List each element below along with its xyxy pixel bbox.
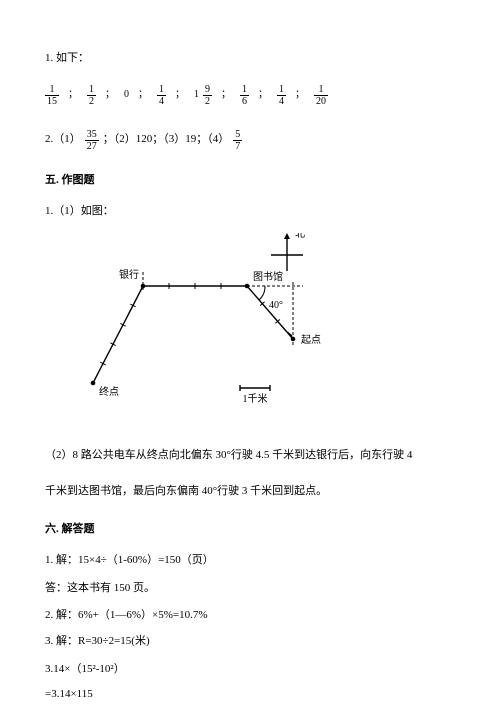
a1-line2: 答：这本书有 150 页。 bbox=[45, 580, 455, 598]
svg-text:40°: 40° bbox=[269, 300, 283, 311]
section-6-title: 六. 解答题 bbox=[45, 521, 455, 539]
svg-text:1千米: 1千米 bbox=[243, 392, 268, 405]
q2-prefix: 2.（1） bbox=[45, 131, 81, 149]
fraction-row: 115 ； 12 ； 0 ； 14 ； 1 92 ； 16 ； 14 ； 120 bbox=[45, 84, 455, 107]
q1-label: 1. 如下： bbox=[45, 50, 455, 68]
frac-1-4b: 14 bbox=[277, 84, 286, 107]
s5-q2-line-a: （2）8 路公共电车从终点向北偏东 30°行驶 4.5 千米到达银行后，向东行驶… bbox=[45, 447, 455, 465]
svg-text:起点: 起点 bbox=[301, 334, 321, 346]
frac-35-27: 3527 bbox=[85, 129, 99, 152]
sep: ； bbox=[138, 87, 148, 103]
zero: 0 bbox=[124, 87, 129, 103]
frac-1-4: 14 bbox=[157, 84, 166, 107]
q2-line: 2.（1） 3527 ；（2）120；（3）19；（4） 57 bbox=[45, 129, 455, 152]
route-svg: 北 40° 银行 图书馆起点终点 1千米 bbox=[65, 233, 345, 423]
a3-line: 3. 解：R=30÷2=15(米) bbox=[45, 633, 455, 651]
sep: ； bbox=[68, 87, 78, 103]
one: 1 bbox=[194, 87, 199, 103]
sep: ； bbox=[175, 87, 185, 103]
sep: ； bbox=[105, 87, 115, 103]
svg-text:银行: 银行 bbox=[119, 268, 139, 281]
s5-q1-label: 1.（1）如图： bbox=[45, 203, 455, 221]
frac-5-7: 57 bbox=[233, 129, 242, 152]
a2-line: 2. 解：6%+（1—6%）×5%=10.7% bbox=[45, 607, 455, 625]
frac-9-2: 92 bbox=[203, 84, 212, 107]
a1-line1: 1. 解：15×4÷（1-60%）=150（页） bbox=[45, 552, 455, 570]
a4-line1: 3.14×（15²-10²） bbox=[45, 661, 455, 679]
frac-1-20: 120 bbox=[314, 84, 328, 107]
sep: ； bbox=[221, 87, 231, 103]
route-diagram: 北 40° 银行 图书馆起点终点 1千米 bbox=[65, 233, 455, 430]
svg-text:北: 北 bbox=[295, 233, 305, 240]
svg-text:终点: 终点 bbox=[99, 385, 119, 398]
frac-1-15: 115 bbox=[45, 84, 59, 107]
svg-text:图书馆: 图书馆 bbox=[253, 270, 283, 283]
q2-rest: ；（2）120；（3）19；（4） bbox=[103, 131, 230, 149]
frac-1-2: 12 bbox=[87, 84, 96, 107]
s5-q2-line-b: 千米到达图书馆，最后向东偏南 40°行驶 3 千米回到起点。 bbox=[45, 483, 455, 501]
sep: ； bbox=[258, 87, 268, 103]
frac-1-6: 16 bbox=[240, 84, 249, 107]
a4-line2: =3.14×115 bbox=[45, 686, 455, 704]
sep: ； bbox=[295, 87, 305, 103]
section-5-title: 五. 作图题 bbox=[45, 172, 455, 190]
